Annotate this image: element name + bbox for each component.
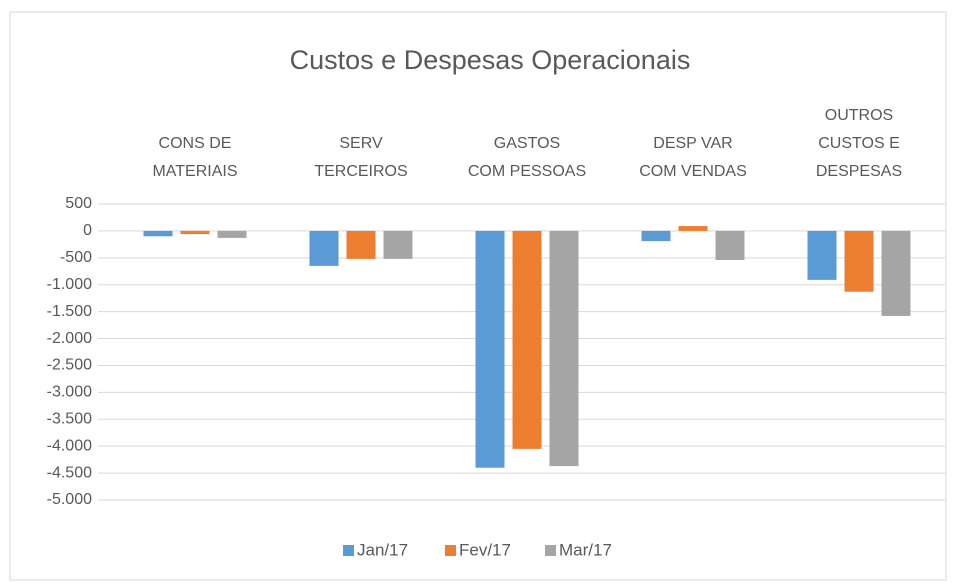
y-tick-label: -4.000 — [47, 437, 92, 454]
x-tick-label: OUTROS CUSTOS E DESPESAS — [816, 107, 902, 180]
y-tick-label: -4.500 — [47, 464, 92, 481]
bar — [180, 230, 210, 235]
bar — [844, 230, 874, 292]
legend-label: Mar/17 — [559, 540, 612, 559]
y-tick-label: -3.000 — [47, 384, 92, 401]
legend-swatch — [343, 545, 354, 556]
y-tick-label: 500 — [65, 195, 92, 212]
legend-swatch — [445, 545, 456, 556]
x-tick-label-line: COM VENDAS — [639, 163, 747, 180]
x-tick-label-line: CUSTOS E — [818, 135, 900, 152]
bar — [678, 226, 708, 231]
x-tick-label: GASTOS COM PESSOAS — [468, 135, 586, 180]
bar — [217, 230, 247, 238]
chart-title: Custos e Despesas Operacionais — [290, 45, 691, 75]
x-tick-label-line: CONS DE — [159, 135, 232, 152]
x-tick-label-line: OUTROS — [825, 107, 893, 124]
x-tick-label-line: SERV — [339, 135, 383, 152]
y-tick-label: -2.500 — [47, 357, 92, 374]
y-tick-label: -1.500 — [47, 303, 92, 320]
x-tick-label-line: GASTOS — [494, 135, 560, 152]
y-tick-label: -1.000 — [47, 276, 92, 293]
bar — [881, 230, 911, 316]
bar — [807, 230, 837, 280]
y-tick-label: -3.500 — [47, 410, 92, 427]
legend-swatch — [545, 545, 556, 556]
bar — [346, 230, 376, 259]
bar — [715, 230, 745, 260]
x-tick-label-line: MATERIAIS — [152, 163, 237, 180]
x-tick-label: CONS DE MATERIAIS — [152, 135, 237, 180]
bar — [641, 230, 671, 242]
x-tick-label-line: COM PESSOAS — [468, 163, 586, 180]
y-tick-label: -5.000 — [47, 491, 92, 508]
bar — [512, 230, 542, 449]
bar — [549, 230, 579, 467]
legend-label: Fev/17 — [459, 540, 511, 559]
bar — [383, 230, 413, 259]
y-tick-label: -500 — [60, 249, 92, 266]
bar — [143, 230, 173, 237]
x-tick-label-line: TERCEIROS — [314, 163, 407, 180]
bar — [475, 230, 505, 468]
x-tick-label: DESP VAR COM VENDAS — [639, 135, 747, 180]
y-tick-label: -2.000 — [47, 330, 92, 347]
bar — [309, 230, 339, 266]
x-tick-label-line: DESPESAS — [816, 163, 902, 180]
legend-label: Jan/17 — [357, 540, 408, 559]
x-tick-label: SERV TERCEIROS — [314, 135, 407, 180]
x-tick-label-line: DESP VAR — [653, 135, 732, 152]
y-tick-label: 0 — [83, 222, 92, 239]
